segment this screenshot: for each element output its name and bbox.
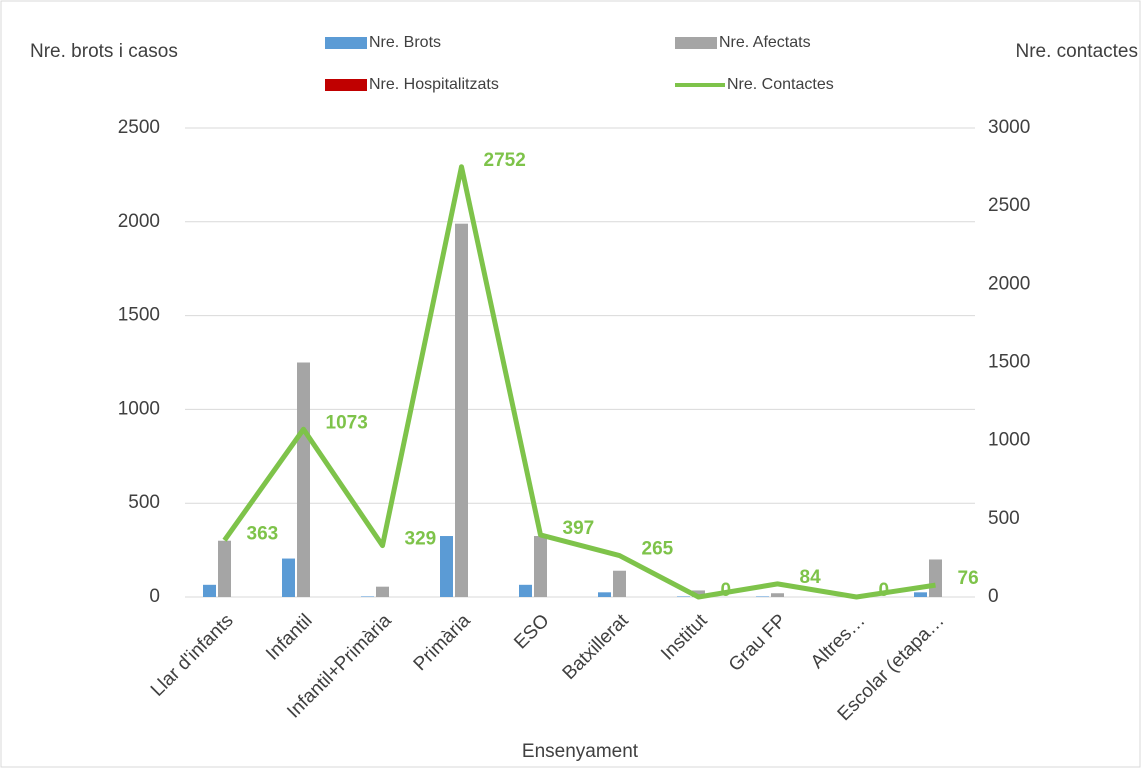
bar <box>361 596 374 597</box>
x-axis-title: Ensenyament <box>522 741 639 762</box>
data-label: 0 <box>879 580 890 601</box>
y-tick-label: 2000 <box>118 211 160 232</box>
bar <box>771 593 784 597</box>
line-series <box>222 164 936 600</box>
bar <box>203 584 216 597</box>
bar <box>598 592 611 597</box>
data-label: 0 <box>721 580 732 601</box>
legend-label: Nre. Hospitalitzats <box>369 76 499 93</box>
bar <box>677 596 690 597</box>
legend-swatch <box>325 37 367 49</box>
data-label: 84 <box>800 567 822 588</box>
y2-tick-label: 1000 <box>988 430 1030 451</box>
data-label: 1073 <box>326 412 368 433</box>
y-axis-title: Nre. brots i casos <box>30 41 178 62</box>
bar <box>519 584 532 597</box>
y2-tick-label: 1500 <box>988 352 1030 373</box>
legend-swatch <box>325 79 367 91</box>
bar <box>613 570 626 597</box>
y2-tick-label: 2500 <box>988 195 1030 216</box>
legend-label: Nre. Brots <box>369 34 441 51</box>
y2-tick-label: 3000 <box>988 117 1030 138</box>
y2-tick-label: 2000 <box>988 273 1030 294</box>
bar <box>282 558 295 597</box>
bar <box>455 223 468 597</box>
data-label: 2752 <box>484 150 526 171</box>
y-tick-label: 1000 <box>118 398 160 419</box>
bar <box>297 362 310 597</box>
bar <box>440 536 453 597</box>
data-label: 363 <box>247 523 279 544</box>
legend-label: Nre. Contactes <box>727 76 834 93</box>
bar <box>692 590 705 597</box>
data-label: 397 <box>563 518 595 539</box>
data-label: 329 <box>405 529 437 550</box>
y2-tick-label: 0 <box>988 586 999 607</box>
bar <box>218 540 231 597</box>
y-tick-label: 2500 <box>118 117 160 138</box>
data-label: 265 <box>642 539 674 560</box>
bar <box>376 586 389 597</box>
bar <box>534 536 547 597</box>
bar <box>914 592 927 597</box>
y2-axis-title: Nre. contactes <box>1016 41 1139 62</box>
y-tick-label: 500 <box>128 492 160 513</box>
legend-swatch <box>675 37 717 49</box>
data-label: 76 <box>958 568 979 589</box>
legend-label: Nre. Afectats <box>719 34 811 51</box>
bar <box>929 559 942 597</box>
bar <box>756 596 769 597</box>
y-tick-label: 0 <box>149 586 160 607</box>
y2-tick-label: 500 <box>988 508 1020 529</box>
y-tick-label: 1500 <box>118 305 160 326</box>
